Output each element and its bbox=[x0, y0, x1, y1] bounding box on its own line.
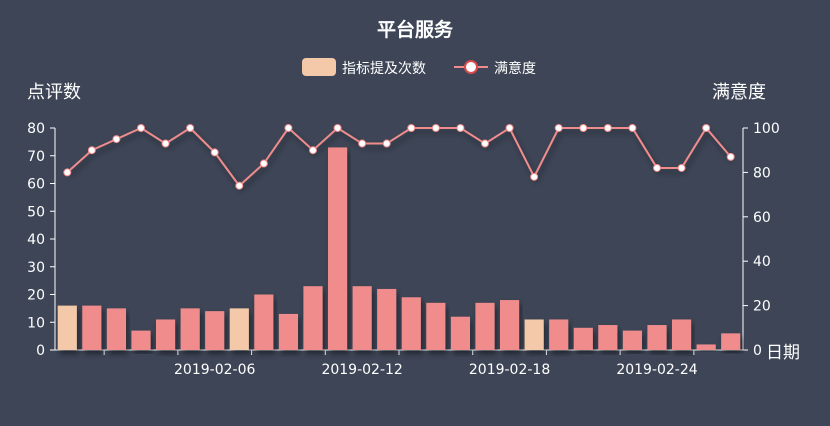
x-tick-label: 2019-02-12 bbox=[321, 362, 402, 378]
x-tick-label: 2019-02-18 bbox=[469, 362, 550, 378]
line-point[interactable] bbox=[431, 124, 440, 132]
bar[interactable] bbox=[622, 330, 643, 350]
left-tick-label: 30 bbox=[27, 260, 45, 276]
right-tick-label: 0 bbox=[753, 343, 762, 359]
bar[interactable] bbox=[450, 316, 471, 350]
right-axis-title: 满意度 bbox=[712, 82, 766, 103]
bar[interactable] bbox=[721, 333, 741, 350]
line-point[interactable] bbox=[161, 139, 170, 148]
x-tick-label: 2019-02-24 bbox=[616, 362, 697, 378]
legend-line-marker bbox=[464, 60, 478, 74]
line-point[interactable] bbox=[382, 139, 391, 148]
bar[interactable] bbox=[377, 288, 397, 350]
line-point[interactable] bbox=[309, 146, 317, 155]
right-tick-label: 100 bbox=[753, 121, 780, 137]
line-series bbox=[63, 124, 735, 190]
line-point[interactable] bbox=[186, 124, 195, 132]
legend-item-bar[interactable]: 指标提及次数 bbox=[302, 58, 426, 77]
left-tick-label: 70 bbox=[27, 149, 45, 165]
bar[interactable] bbox=[155, 319, 176, 350]
bar[interactable] bbox=[499, 300, 520, 350]
bar[interactable] bbox=[180, 308, 200, 350]
bar[interactable] bbox=[106, 308, 127, 350]
bar[interactable] bbox=[229, 308, 249, 350]
bar[interactable] bbox=[671, 319, 692, 350]
legend-line-label: 满意度 bbox=[494, 60, 536, 77]
left-axis-title: 点评数 bbox=[27, 82, 81, 103]
line-point[interactable] bbox=[137, 124, 145, 132]
legend-bar-swatch bbox=[302, 58, 336, 76]
line-point[interactable] bbox=[407, 124, 416, 132]
bar[interactable] bbox=[524, 319, 544, 350]
line-point[interactable] bbox=[63, 168, 72, 177]
x-axis-title: 日期 bbox=[766, 343, 800, 363]
right-axis: 0 20 40 60 80 100 bbox=[742, 121, 780, 359]
bar[interactable] bbox=[401, 297, 421, 350]
right-tick-label: 80 bbox=[753, 165, 771, 181]
bar[interactable] bbox=[278, 313, 299, 350]
line-point[interactable] bbox=[210, 148, 219, 157]
line-point[interactable] bbox=[554, 124, 563, 132]
x-axis: 2019-02-06 2019-02-12 2019-02-18 2019-02-24 bbox=[55, 349, 743, 378]
left-tick-label: 20 bbox=[27, 288, 45, 304]
left-tick-label: 40 bbox=[27, 232, 45, 248]
left-tick-label: 50 bbox=[27, 204, 45, 220]
bar[interactable] bbox=[82, 305, 102, 350]
bar[interactable] bbox=[426, 302, 446, 350]
line-point[interactable] bbox=[530, 172, 539, 181]
line-point[interactable] bbox=[358, 139, 367, 148]
line-point[interactable] bbox=[259, 159, 268, 168]
line-point[interactable] bbox=[579, 124, 588, 132]
line-point[interactable] bbox=[235, 181, 244, 190]
x-tick-label: 2019-02-06 bbox=[174, 362, 255, 378]
legend-item-line[interactable]: 满意度 bbox=[454, 60, 536, 77]
line-point[interactable] bbox=[284, 124, 293, 132]
line-point[interactable] bbox=[653, 163, 661, 172]
left-axis: 0 10 20 30 40 50 60 70 80 bbox=[27, 121, 56, 359]
bar[interactable] bbox=[303, 286, 323, 350]
bar[interactable] bbox=[598, 325, 618, 350]
line-point[interactable] bbox=[628, 124, 637, 132]
bar[interactable] bbox=[131, 330, 151, 350]
bar[interactable] bbox=[475, 302, 495, 350]
bar[interactable] bbox=[205, 311, 225, 350]
bar[interactable] bbox=[647, 325, 667, 350]
line-point[interactable] bbox=[505, 124, 514, 132]
line-point[interactable] bbox=[456, 124, 465, 132]
legend-bar-label: 指标提及次数 bbox=[342, 61, 426, 77]
left-tick-label: 10 bbox=[27, 315, 45, 331]
line-point[interactable] bbox=[112, 135, 121, 144]
bar[interactable] bbox=[327, 147, 348, 350]
bar[interactable] bbox=[352, 286, 372, 350]
line-point[interactable] bbox=[677, 163, 686, 172]
line-point[interactable] bbox=[333, 124, 342, 132]
bar[interactable] bbox=[573, 327, 593, 350]
line-point[interactable] bbox=[481, 139, 489, 148]
right-tick-label: 40 bbox=[753, 254, 771, 270]
line-point[interactable] bbox=[702, 124, 711, 132]
line-point[interactable] bbox=[603, 124, 612, 132]
bar[interactable] bbox=[549, 319, 569, 350]
chart-title: 平台服务 bbox=[377, 18, 454, 41]
bar[interactable] bbox=[57, 305, 77, 350]
right-tick-label: 20 bbox=[753, 299, 771, 315]
legend: 指标提及次数 满意度 bbox=[302, 58, 536, 77]
bar[interactable] bbox=[696, 344, 716, 350]
right-tick-label: 60 bbox=[753, 210, 771, 226]
bar-series bbox=[57, 147, 741, 351]
left-tick-label: 80 bbox=[27, 121, 45, 137]
line-point[interactable] bbox=[726, 152, 735, 161]
line-point[interactable] bbox=[87, 146, 96, 155]
left-tick-label: 0 bbox=[36, 343, 45, 359]
bar[interactable] bbox=[254, 294, 274, 351]
left-tick-label: 60 bbox=[27, 177, 45, 193]
satisfaction-line bbox=[66, 126, 732, 188]
